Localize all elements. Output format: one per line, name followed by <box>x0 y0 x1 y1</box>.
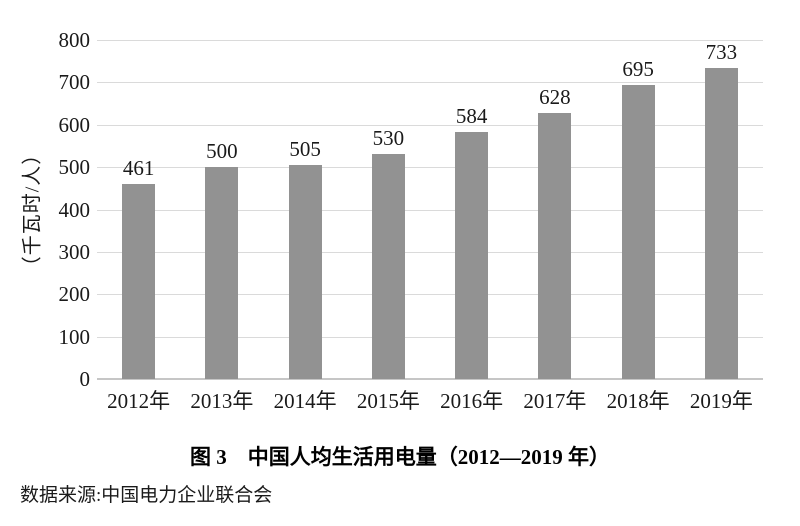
bar <box>538 112 572 379</box>
gridline <box>97 251 763 253</box>
gridline <box>97 81 763 83</box>
data-source-note: 数据来源:中国电力企业联合会 <box>20 485 273 506</box>
bar <box>205 167 239 379</box>
bar <box>621 84 655 379</box>
bar-value-label: 461 <box>122 155 155 180</box>
gridline <box>97 209 763 211</box>
bar-value-label: 530 <box>372 126 405 151</box>
x-axis-line <box>97 378 763 380</box>
y-tick-label: 500 <box>58 155 91 180</box>
gridline <box>97 124 763 126</box>
x-tick-label: 2018年 <box>606 389 670 413</box>
bar-value-label: 584 <box>455 103 488 128</box>
bar <box>704 68 738 379</box>
y-tick-label: 0 <box>79 367 91 391</box>
x-tick-label: 2015年 <box>356 389 420 413</box>
bar-value-label: 695 <box>622 56 654 81</box>
gridline <box>97 293 763 295</box>
y-tick-label: 400 <box>58 197 91 222</box>
y-tick-label: 100 <box>58 324 91 349</box>
gridline <box>97 39 763 41</box>
x-tick-label: 2014年 <box>273 389 337 413</box>
gridline <box>97 336 763 338</box>
x-tick-label: 2017年 <box>523 389 587 413</box>
gridline <box>97 166 763 168</box>
x-tick-label: 2016年 <box>440 389 504 413</box>
y-tick-label: 600 <box>58 112 91 137</box>
bar <box>371 154 405 379</box>
y-tick-label: 800 <box>58 28 91 52</box>
x-tick-label: 2019年 <box>689 389 753 413</box>
bar-value-label: 733 <box>705 40 738 65</box>
bar <box>455 131 489 379</box>
bar-value-label: 505 <box>289 137 321 162</box>
y-tick-label: 300 <box>58 239 91 264</box>
x-tick-label: 2013年 <box>190 389 254 413</box>
chart-plot-area: 461 500 505 530 584 628 695 733 <box>97 39 763 380</box>
bar-value-label: 500 <box>206 139 238 164</box>
bar <box>122 183 156 379</box>
y-tick-label: 200 <box>58 282 91 307</box>
chart-caption: 图 3 中国人均生活用电量（2012—2019 年） <box>190 445 610 469</box>
y-tick-label: 700 <box>58 70 91 95</box>
bar-value-label: 628 <box>539 84 571 109</box>
x-tick-label: 2012年 <box>107 389 171 413</box>
bar <box>288 165 322 379</box>
